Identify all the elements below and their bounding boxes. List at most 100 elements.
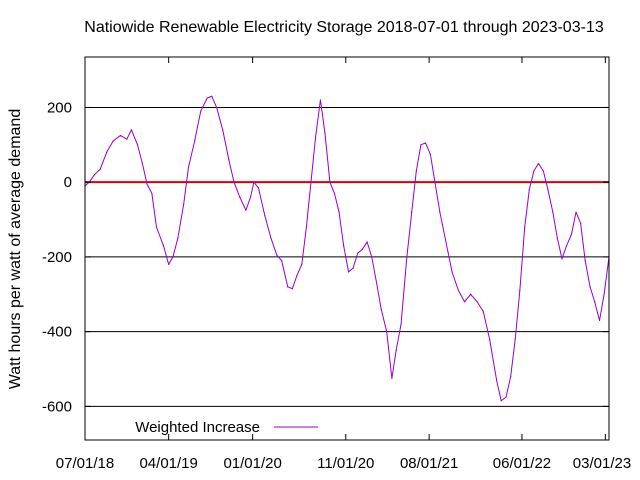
series-point xyxy=(470,293,472,295)
y-tick-label: 0 xyxy=(64,174,72,191)
series-point xyxy=(319,99,322,101)
series-point xyxy=(552,211,554,213)
series-point xyxy=(519,289,521,292)
legend-label: Weighted Increase xyxy=(135,419,260,436)
series-point xyxy=(584,260,586,262)
series-point xyxy=(245,209,247,211)
x-tick-layer: 07/01/18 04/01/19 01/01/20 11/01/20 08/01/21… xyxy=(56,57,631,472)
series-point xyxy=(547,189,549,191)
y-tick-label: -600 xyxy=(42,398,72,415)
series-point xyxy=(249,196,252,198)
series-point xyxy=(141,162,144,165)
series-point xyxy=(542,170,544,172)
series-point xyxy=(187,166,190,168)
x-tick-label: 01/01/20 xyxy=(223,455,281,472)
x-tick-label: 04/01/19 xyxy=(139,455,197,472)
series-point xyxy=(352,267,354,269)
x-tick-label: 11/01/20 xyxy=(317,455,374,472)
series-point xyxy=(361,248,363,251)
series-point xyxy=(528,189,530,191)
series-point xyxy=(99,168,101,170)
series-point xyxy=(119,134,122,137)
series-point xyxy=(112,140,114,142)
chart-title: Natiowide Renewable Electricity Storage … xyxy=(84,19,604,36)
series-point xyxy=(301,263,303,265)
series-point xyxy=(505,396,507,398)
series-point xyxy=(537,162,540,165)
series-point xyxy=(570,233,573,236)
series-point xyxy=(411,211,413,213)
series-point xyxy=(510,375,512,378)
series-point xyxy=(253,181,255,183)
series-point xyxy=(366,241,368,243)
series-point xyxy=(445,241,447,243)
series-point xyxy=(270,237,272,239)
series-point xyxy=(391,377,393,379)
series-point xyxy=(106,151,108,153)
series-point xyxy=(580,222,582,224)
series-point xyxy=(172,256,174,258)
series-point xyxy=(589,286,591,288)
series-point xyxy=(514,338,516,340)
y-axis-label: Watt hours per watt of average demand xyxy=(7,109,24,389)
series-point xyxy=(482,310,484,312)
series-point xyxy=(463,301,466,303)
series-point xyxy=(406,256,408,258)
series-point xyxy=(239,196,241,198)
series-point xyxy=(257,187,260,189)
series-point xyxy=(287,286,289,288)
series-point xyxy=(556,237,558,239)
series-point xyxy=(211,95,213,97)
series-point xyxy=(276,254,278,256)
series-point xyxy=(200,110,202,112)
series-point xyxy=(206,97,208,99)
series-point xyxy=(146,183,148,185)
y-tick-label: -400 xyxy=(42,324,72,341)
series-point xyxy=(533,170,535,172)
y-tick-label: -200 xyxy=(42,249,72,266)
series-point xyxy=(291,288,293,290)
series-point xyxy=(151,192,153,194)
series-point xyxy=(561,258,563,260)
series-point xyxy=(194,140,196,142)
series-layer xyxy=(84,95,610,402)
series-point xyxy=(457,289,460,292)
series-point xyxy=(183,204,185,206)
series-point xyxy=(603,293,605,295)
series-point xyxy=(162,245,165,247)
series-point xyxy=(228,159,230,161)
series-point xyxy=(333,192,336,194)
series-point xyxy=(496,379,498,381)
series-point xyxy=(500,400,502,402)
series-point xyxy=(281,260,283,262)
series-point xyxy=(155,226,158,228)
series-point xyxy=(324,133,326,135)
series-point xyxy=(575,211,577,213)
series-point xyxy=(329,181,331,183)
series-point xyxy=(594,301,596,303)
series-point xyxy=(424,142,427,144)
series-point xyxy=(347,271,350,273)
series-point xyxy=(400,323,402,325)
x-tick-label: 03/01/23 xyxy=(573,455,631,472)
series-point xyxy=(177,237,179,239)
series-point xyxy=(168,263,170,265)
series-point xyxy=(371,256,373,258)
series-point xyxy=(489,338,491,340)
series-point xyxy=(338,211,340,213)
series-point xyxy=(451,271,453,273)
legend: Weighted Increase xyxy=(135,419,318,436)
series-point xyxy=(434,181,436,183)
series-point xyxy=(429,153,431,155)
x-tick-label: 06/01/22 xyxy=(493,455,551,472)
series-point xyxy=(357,252,359,254)
series-point xyxy=(598,319,601,322)
series-point xyxy=(264,215,266,217)
x-tick-label: 07/01/18 xyxy=(56,455,114,472)
plot-frame xyxy=(84,56,610,441)
series-point xyxy=(93,174,96,176)
x-tick-label: 08/01/21 xyxy=(400,455,458,472)
series-point xyxy=(305,226,307,228)
series-point xyxy=(380,308,382,310)
